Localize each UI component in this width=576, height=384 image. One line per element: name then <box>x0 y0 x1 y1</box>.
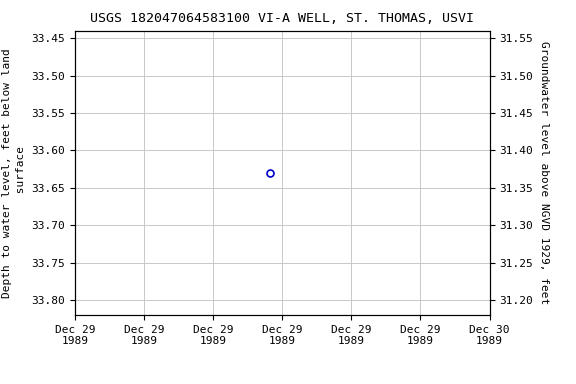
Y-axis label: Depth to water level, feet below land
 surface: Depth to water level, feet below land su… <box>2 48 26 298</box>
Title: USGS 182047064583100 VI-A WELL, ST. THOMAS, USVI: USGS 182047064583100 VI-A WELL, ST. THOM… <box>90 12 474 25</box>
Y-axis label: Groundwater level above NGVD 1929, feet: Groundwater level above NGVD 1929, feet <box>539 41 548 305</box>
